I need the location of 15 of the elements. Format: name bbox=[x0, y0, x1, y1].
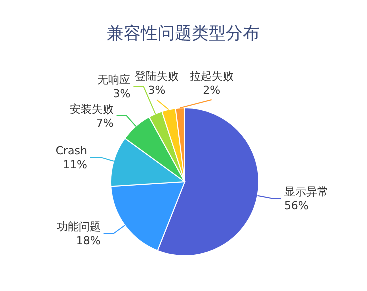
data-label: 18% bbox=[76, 234, 101, 248]
data-label: 11% bbox=[63, 158, 88, 172]
data-label: 2% bbox=[203, 84, 221, 97]
data-label: 3% bbox=[113, 88, 131, 101]
data-label: 7% bbox=[96, 116, 114, 130]
slice-label: Crash bbox=[56, 144, 88, 158]
slice-label: 功能问题 bbox=[56, 220, 101, 234]
slice-label: 安装失败 bbox=[70, 102, 114, 116]
slice-label: 拉起失败 bbox=[190, 70, 234, 83]
data-label: 3% bbox=[148, 84, 166, 97]
slice-label: 显示异常 bbox=[284, 185, 328, 198]
slice-label: 无响应 bbox=[98, 74, 131, 87]
slice-label: 登陆失败 bbox=[134, 70, 179, 83]
chart-title: 兼容性问题类型分布 bbox=[106, 23, 261, 46]
data-label: 56% bbox=[284, 199, 309, 212]
